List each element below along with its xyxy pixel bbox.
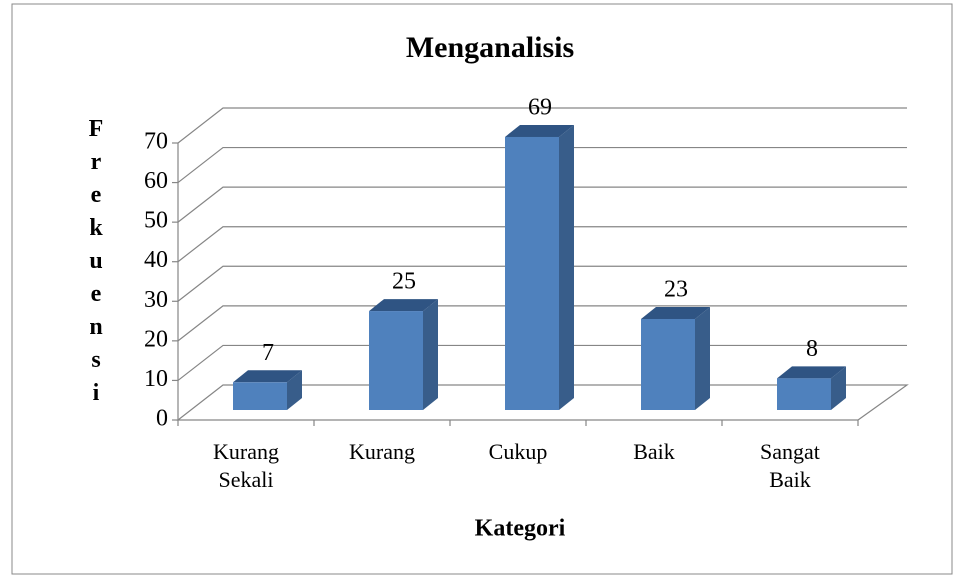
grid-line	[177, 107, 907, 144]
y-tick-label: 60	[144, 168, 168, 194]
x-tick-label: Kurang	[349, 439, 415, 464]
data-label: 25	[392, 269, 416, 295]
grid-line	[177, 265, 907, 302]
bar-top	[505, 124, 574, 137]
x-tick-label: Cukup	[489, 439, 548, 464]
bar-top	[777, 366, 846, 379]
bar	[369, 311, 423, 410]
y-tick-label: 0	[156, 406, 168, 432]
floor	[176, 384, 909, 421]
grid-line	[177, 186, 907, 223]
bar-side	[559, 124, 574, 410]
y-tick-label: 30	[144, 287, 168, 313]
bar-side	[695, 306, 710, 410]
bar	[505, 136, 559, 410]
bar-side	[287, 370, 302, 410]
chart-border	[11, 3, 953, 575]
y-tick-label: 70	[144, 129, 168, 155]
x-tick-label: Baik	[633, 439, 675, 464]
bar	[641, 318, 695, 410]
x-tick-label: Kurang Sekali	[213, 439, 279, 492]
data-label: 7	[262, 340, 274, 366]
y-tick-label: 40	[144, 247, 168, 273]
bar	[233, 382, 287, 410]
data-label: 8	[806, 336, 818, 362]
grid-line	[177, 226, 907, 263]
x-tick-label: Sangat Baik	[760, 439, 820, 492]
y-tick-label: 20	[144, 326, 168, 352]
bar-top	[369, 299, 438, 312]
y-tick-label: 50	[144, 208, 168, 234]
bar-top	[641, 306, 710, 319]
bar-side	[423, 299, 438, 410]
bar-side	[831, 366, 846, 410]
y-tick-label: 10	[144, 366, 168, 392]
data-label: 69	[528, 94, 552, 120]
bar-top	[233, 370, 302, 383]
grid-line	[177, 146, 907, 184]
bar	[777, 378, 831, 410]
chart-title: Menganalisis	[406, 31, 574, 64]
grid-line	[177, 305, 907, 342]
data-label: 23	[664, 276, 688, 302]
x-axis-label: Kategori	[475, 516, 566, 542]
